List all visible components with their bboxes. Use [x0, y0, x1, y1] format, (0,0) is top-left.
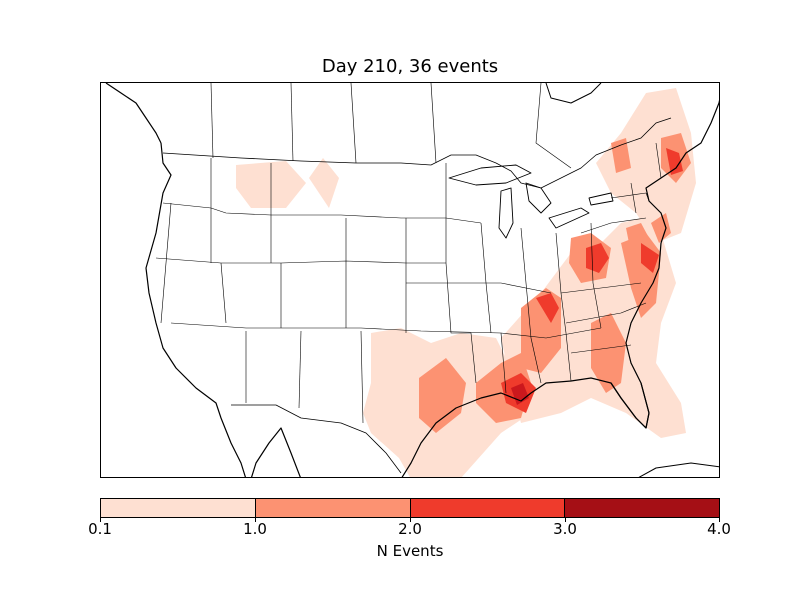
colorbar: [100, 498, 720, 518]
lake-erie: [548, 207, 590, 229]
colorbar-tick: [255, 518, 256, 522]
colorbar-bin-2: [255, 499, 411, 517]
event-density-map: [105, 83, 719, 477]
colorbar-bin-3: [410, 499, 566, 517]
colorbar-tick: [410, 518, 411, 522]
colorbar-tick-label: 2.0: [398, 520, 422, 538]
map-panel: [100, 82, 720, 478]
colorbar-bin-4: [565, 499, 719, 517]
lake-huron: [525, 182, 552, 214]
map-title: Day 210, 36 events: [321, 56, 499, 77]
colorbar-tick-label: 4.0: [707, 520, 731, 538]
contour-level-4: [511, 383, 529, 405]
colorbar-tick-label: 3.0: [553, 520, 577, 538]
us-mexico-border: [231, 404, 402, 474]
lake-ontario: [588, 192, 614, 206]
colorbar-label: N Events: [376, 542, 444, 560]
atlantic-coastline: [645, 99, 719, 244]
lake-superior: [448, 164, 532, 186]
colorbar-tick: [565, 518, 566, 522]
colorbar-tick: [100, 518, 101, 522]
pacific-coastline: [145, 142, 247, 477]
boundaries: [105, 83, 719, 477]
lake-michigan: [498, 187, 514, 239]
colorbar-tick-label: 1.0: [243, 520, 267, 538]
colorbar-tick-label: 0.1: [88, 520, 112, 538]
colorbar-bin-1: [101, 499, 256, 517]
colorbar-tick: [719, 518, 720, 522]
florida-coastline: [610, 382, 650, 429]
